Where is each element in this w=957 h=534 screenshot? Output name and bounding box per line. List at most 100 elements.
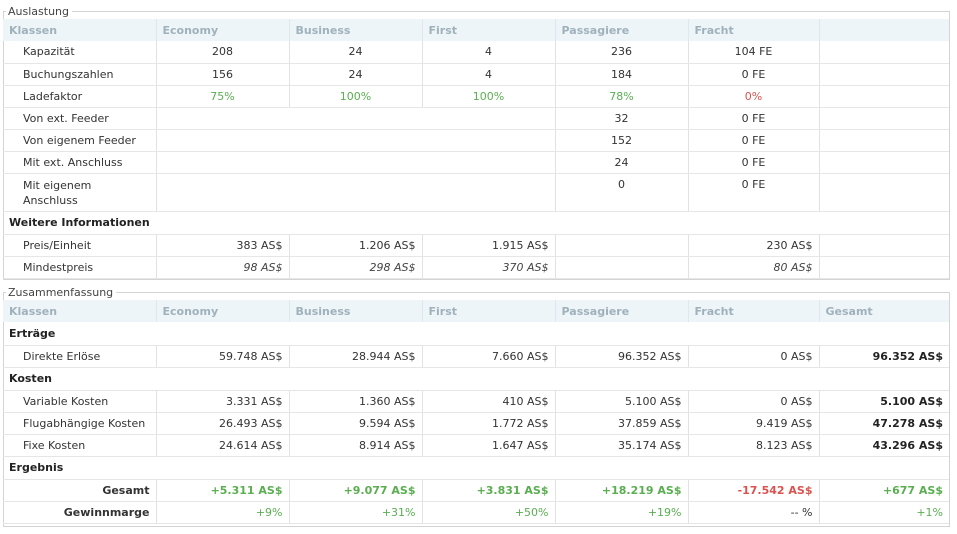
col-header-fracht: Fracht: [688, 19, 820, 41]
cell-first: 4: [422, 41, 556, 64]
cell-passagiere: 5.100 AS$: [555, 390, 689, 413]
cell-first: 1.772 AS$: [422, 412, 556, 435]
cell-blank: [819, 63, 949, 86]
cell-blank: [819, 41, 949, 64]
cell-economy: 59.748 AS$: [156, 345, 290, 368]
col-header-business: Business: [289, 300, 423, 322]
cell-first: 370 AS$: [422, 256, 556, 279]
cell-fracht: 0 AS$: [688, 345, 820, 368]
row-label: Preis/Einheit: [3, 234, 157, 257]
cell-business: 100%: [289, 85, 423, 108]
cell-passagiere: +19%: [555, 501, 689, 524]
col-header-economy: Economy: [156, 300, 290, 322]
cell-passagiere: 32: [555, 107, 689, 130]
cell-economy: 156: [156, 63, 290, 86]
zusammenfassung-legend: Zusammenfassung: [8, 286, 114, 299]
cell-business: 9.594 AS$: [289, 412, 423, 435]
table-row: Ladefaktor 75% 100% 100% 78% 0%: [3, 85, 949, 108]
cell-gesamt: 43.296 AS$: [819, 434, 949, 457]
row-label: Gesamt: [3, 479, 157, 502]
table-row: Variable Kosten 3.331 AS$ 1.360 AS$ 410 …: [3, 390, 949, 413]
cell-economy: 98 AS$: [156, 256, 290, 279]
cell-fracht: 0 FE: [688, 173, 820, 212]
row-label: Fixe Kosten: [3, 434, 157, 457]
section-row: Ergebnis: [3, 455, 949, 480]
cell-economy: +5.311 AS$: [156, 479, 290, 502]
cell-economy: 26.493 AS$: [156, 412, 290, 435]
cell-economy: 24.614 AS$: [156, 434, 290, 457]
cell-passagiere: 152: [555, 129, 689, 152]
section-title-ertraege: Erträge: [3, 322, 949, 346]
cell-business: 8.914 AS$: [289, 434, 423, 457]
auslastung-legend: Auslastung: [8, 5, 69, 18]
cell-business: 24: [289, 63, 423, 86]
cell-empty: [156, 107, 556, 130]
table-row: Mit ext. Anschluss 24 0 FE: [3, 151, 949, 174]
cell-first: 100%: [422, 85, 556, 108]
row-label: Von ext. Feeder: [3, 107, 157, 130]
col-header-first: First: [422, 300, 556, 322]
row-label: Mit eigenem Anschluss: [3, 173, 157, 212]
cell-fracht: 0 AS$: [688, 390, 820, 413]
cell-business: 1.206 AS$: [289, 234, 423, 257]
col-header-passagiere: Passagiere: [555, 300, 689, 322]
cell-passagiere: 37.859 AS$: [555, 412, 689, 435]
cell-empty: [156, 151, 556, 174]
result-row-gesamt: Gesamt +5.311 AS$ +9.077 AS$ +3.831 AS$ …: [3, 479, 949, 502]
cell-blank: [819, 151, 949, 174]
cell-gesamt: 96.352 AS$: [819, 345, 949, 368]
cell-fracht: 0%: [688, 85, 820, 108]
table-row: Direkte Erlöse 59.748 AS$ 28.944 AS$ 7.6…: [3, 345, 949, 368]
col-header-blank: [819, 19, 949, 41]
cell-passagiere: [555, 256, 689, 279]
row-label: Mit ext. Anschluss: [3, 151, 157, 174]
col-header-klassen: Klassen: [3, 300, 157, 322]
row-label: Gewinnmarge: [3, 501, 157, 524]
row-label: Mindestpreis: [3, 256, 157, 279]
cell-fracht: 104 FE: [688, 41, 820, 64]
cell-fracht: 0 FE: [688, 107, 820, 130]
cell-passagiere: 236: [555, 41, 689, 64]
cell-passagiere: [555, 234, 689, 257]
table-row: Flugabhängige Kosten 26.493 AS$ 9.594 AS…: [3, 412, 949, 435]
cell-first: 410 AS$: [422, 390, 556, 413]
cell-passagiere: +18.219 AS$: [555, 479, 689, 502]
cell-passagiere: 24: [555, 151, 689, 174]
auslastung-table: Klassen Economy Business First Passagier…: [3, 19, 949, 279]
auslastung-header-row: Klassen Economy Business First Passagier…: [3, 19, 949, 41]
section-title-ergebnis: Ergebnis: [3, 455, 949, 480]
cell-business: 24: [289, 41, 423, 64]
cell-fracht: 0 FE: [688, 63, 820, 86]
cell-empty: [156, 173, 556, 212]
cell-passagiere: 184: [555, 63, 689, 86]
cell-fracht: 8.123 AS$: [688, 434, 820, 457]
cell-economy: +9%: [156, 501, 290, 524]
cell-first: 1.915 AS$: [422, 234, 556, 257]
col-header-gesamt: Gesamt: [819, 300, 949, 322]
cell-passagiere: 96.352 AS$: [555, 345, 689, 368]
cell-first: 4: [422, 63, 556, 86]
zusammenfassung-table: Klassen Economy Business First Passagier…: [3, 300, 949, 524]
cell-economy: 75%: [156, 85, 290, 108]
cell-fracht: 0 FE: [688, 129, 820, 152]
result-row-marge: Gewinnmarge +9% +31% +50% +19% -- % +1%: [3, 501, 949, 524]
cell-gesamt: 47.278 AS$: [819, 412, 949, 435]
cell-fracht: 230 AS$: [688, 234, 820, 257]
cell-business: +9.077 AS$: [289, 479, 423, 502]
cell-economy: 208: [156, 41, 290, 64]
col-header-business: Business: [289, 19, 423, 41]
col-header-economy: Economy: [156, 19, 290, 41]
col-header-fracht: Fracht: [688, 300, 820, 322]
cell-economy: 3.331 AS$: [156, 390, 290, 413]
cell-business: 28.944 AS$: [289, 345, 423, 368]
cell-passagiere: 0: [555, 173, 689, 212]
cell-business: 1.360 AS$: [289, 390, 423, 413]
cell-fracht: 80 AS$: [688, 256, 820, 279]
section-title-kosten: Kosten: [3, 367, 949, 391]
table-row: Fixe Kosten 24.614 AS$ 8.914 AS$ 1.647 A…: [3, 434, 949, 457]
cell-blank: [819, 173, 949, 212]
cell-gesamt: +1%: [819, 501, 949, 524]
zusammenfassung-panel: Zusammenfassung Klassen Economy Business…: [3, 286, 950, 527]
section-row: Erträge: [3, 322, 949, 346]
section-row: Kosten: [3, 367, 949, 391]
